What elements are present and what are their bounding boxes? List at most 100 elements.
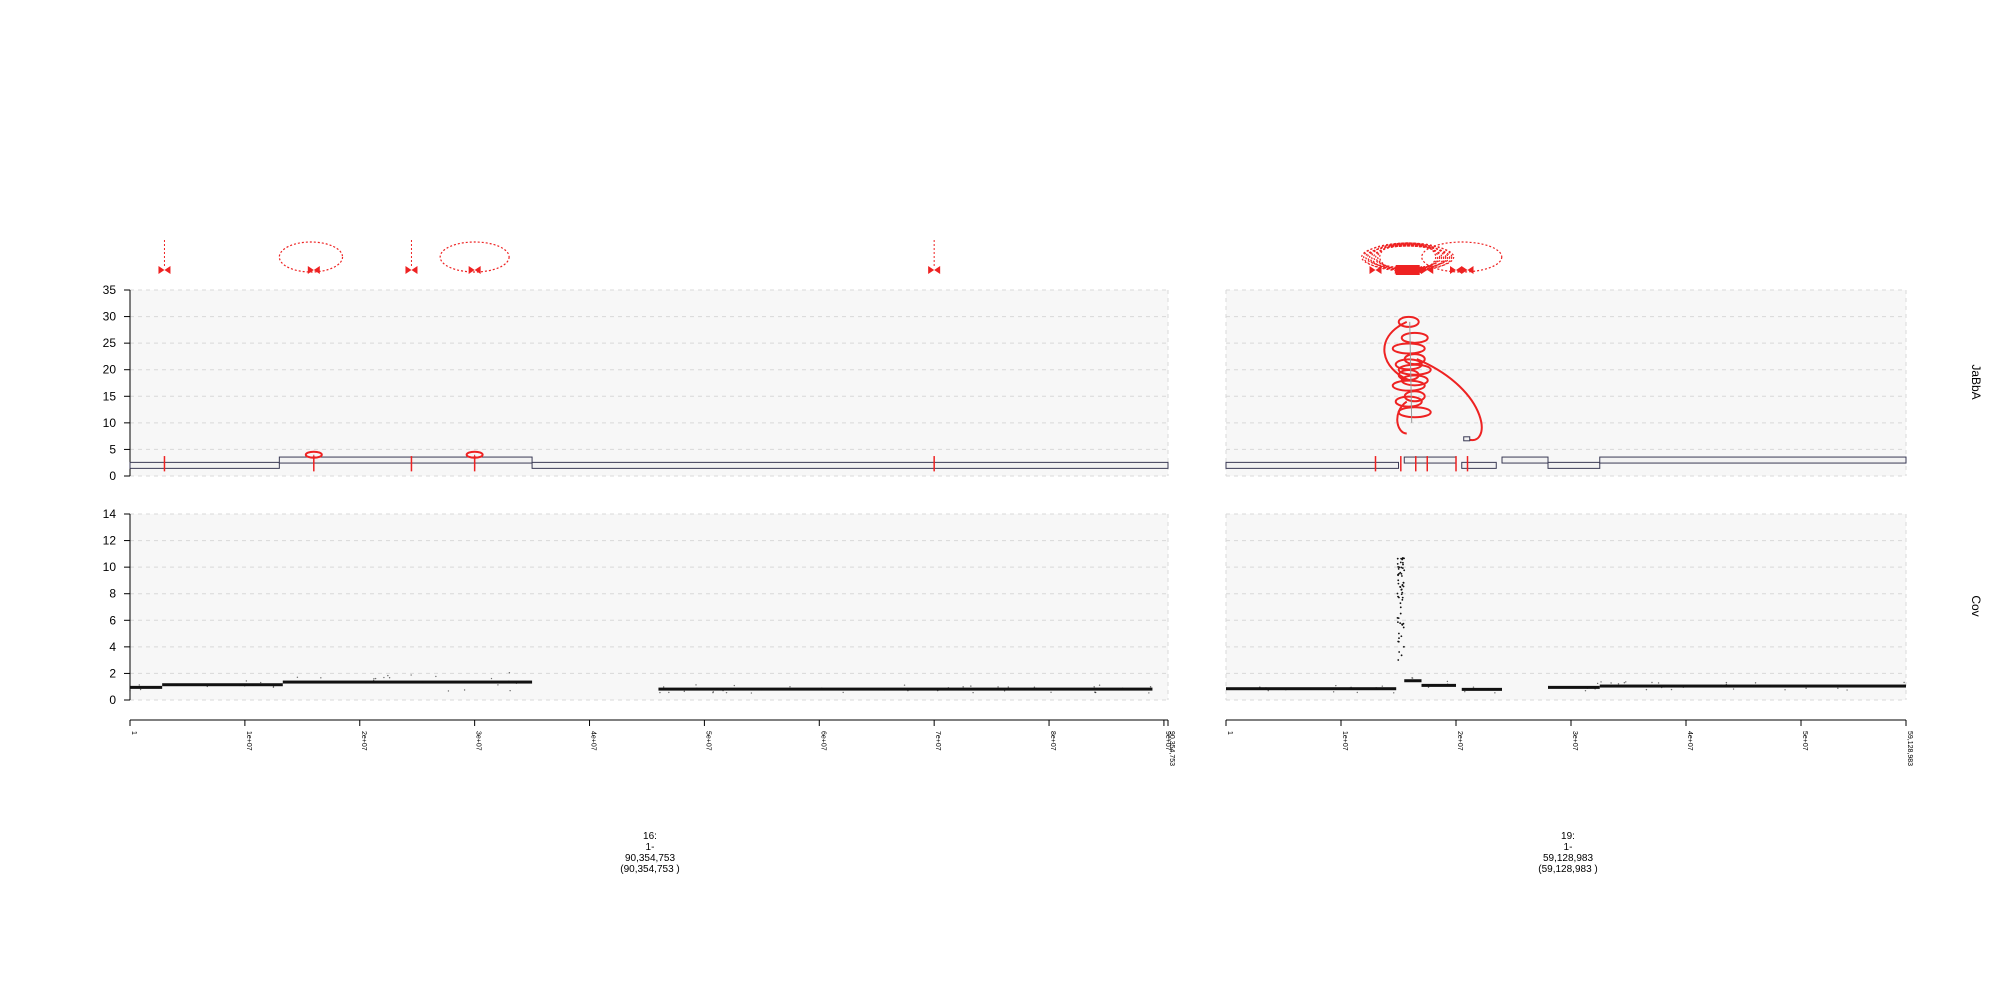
junction-bowtie (1467, 266, 1474, 274)
coverage-point (695, 684, 697, 686)
coverage-point (1596, 682, 1599, 685)
coverage-point (372, 679, 375, 682)
coverage-point-amp (1403, 645, 1405, 648)
coverage-point (1663, 686, 1665, 688)
coverage-point (1285, 689, 1287, 691)
coverage-point (1335, 684, 1337, 687)
coverage-point-amp (1401, 575, 1403, 577)
junction-bowtie (411, 266, 418, 274)
coverage-point (1600, 681, 1602, 683)
coverage-point (1623, 682, 1626, 684)
cov-y-tick-label: 4 (109, 640, 116, 654)
coverage-point-amp (1399, 622, 1402, 625)
coverage-point (1725, 683, 1728, 686)
junction-bowtie (313, 266, 320, 274)
coverage-point (515, 682, 518, 684)
coverage-point-amp (1399, 602, 1402, 605)
x-tick-label: 6e+07 (819, 731, 826, 751)
coverage-point (490, 677, 493, 680)
coverage-point-amp (1400, 566, 1403, 569)
coverage-point (508, 672, 511, 674)
jabba-panel: 0 5 10 15 20 25 30 35 (103, 283, 1907, 483)
coverage-point-amp (1402, 626, 1405, 629)
jabba-y-tick-label: 35 (103, 283, 117, 297)
coverage-point (1033, 686, 1036, 688)
coverage-point (1837, 687, 1839, 689)
coverage-point (435, 675, 437, 678)
coverage-point (410, 674, 412, 676)
cov-panel-bg-0 (130, 514, 1168, 700)
coverage-point-amp (1397, 568, 1400, 570)
junction-bowtie (468, 266, 475, 274)
coverage-point (245, 680, 248, 682)
coverage-level (162, 683, 283, 687)
coverage-point-amp (1399, 585, 1402, 588)
coverage-point (1413, 680, 1415, 682)
copy-number-segment (1403, 456, 1457, 464)
coverage-point (970, 685, 972, 687)
cov-y-tick-label: 2 (109, 666, 116, 680)
junction-cluster-block (1395, 265, 1420, 275)
coverage-point-amp (1396, 617, 1399, 619)
coverage-point (716, 688, 718, 690)
coverage-point (1050, 691, 1052, 693)
coverage-level (1599, 684, 1906, 688)
coverage-point (244, 685, 246, 687)
junction-bowtie (928, 266, 935, 274)
x-tick-label: 7e+07 (934, 731, 941, 751)
copy-number-segment (1547, 461, 1601, 469)
coverage-point (152, 686, 155, 689)
amplicon-backbone (1409, 321, 1413, 423)
coverage-point (733, 684, 736, 687)
copy-number-segment (278, 456, 533, 464)
coverage-point-amp (1399, 606, 1402, 609)
coverage-point-amp (1403, 569, 1406, 572)
coverage-point (907, 689, 909, 692)
coverage-point (1903, 681, 1905, 684)
x-tick-label: 2e+07 (1456, 731, 1463, 751)
coverage-point (947, 687, 950, 689)
coverage-point (1411, 677, 1413, 679)
jabba-y-tick-label: 5 (109, 442, 116, 456)
coverage-point (1350, 686, 1352, 689)
copy-number-segment (129, 461, 280, 469)
junction-arc-cluster (1373, 245, 1443, 269)
jabba-y-tick-label: 20 (103, 363, 117, 377)
coverage-point (997, 686, 999, 688)
x-tick-label: 1 (1226, 731, 1233, 735)
x-tick-label: 4e+07 (1686, 731, 1693, 751)
coverage-point (1267, 689, 1269, 692)
coverage-point (1625, 681, 1627, 683)
coverage-point (1584, 690, 1587, 692)
cov-y-tick-label: 12 (103, 534, 117, 548)
coverage-point (1769, 685, 1771, 687)
copy-number-segment (1461, 461, 1497, 469)
junction-bowtie (1456, 266, 1463, 274)
coverage-point (1487, 688, 1490, 690)
junction-arc-cluster (1369, 243, 1447, 271)
coverage-point (1259, 686, 1261, 688)
track-label-cov: Cov (1969, 595, 1983, 616)
coverage-point (971, 688, 973, 690)
coverage-point (1094, 691, 1096, 693)
x-tick-label: 2e+07 (360, 731, 367, 751)
coverage-point (1375, 687, 1377, 689)
coverage-point (421, 681, 424, 683)
cov-y-tick-label: 14 (103, 507, 117, 521)
x-tick-label: 9e+07 (1164, 731, 1171, 751)
coverage-point (1673, 684, 1675, 687)
x-tick-label: 3e+07 (1571, 731, 1578, 751)
coverage-point (789, 686, 791, 688)
coverage-point (662, 686, 665, 688)
x-tick-label: 59,128,983 (1906, 731, 1913, 766)
coverage-point (903, 684, 906, 686)
amplicon-edge (1396, 400, 1408, 435)
x-axis-layer: 1 1e+07 2e+07 3e+07 4e+07 5e+07 6e+07 7e+07 8e+0… (129, 719, 1913, 766)
coverage-point-amp (1399, 561, 1402, 564)
junction-bowtie (405, 266, 412, 274)
junction-bowtie (1450, 266, 1457, 274)
junction-bowtie (164, 266, 171, 274)
x-tick-label: 3e+07 (475, 731, 482, 751)
coverage-point (936, 689, 939, 692)
